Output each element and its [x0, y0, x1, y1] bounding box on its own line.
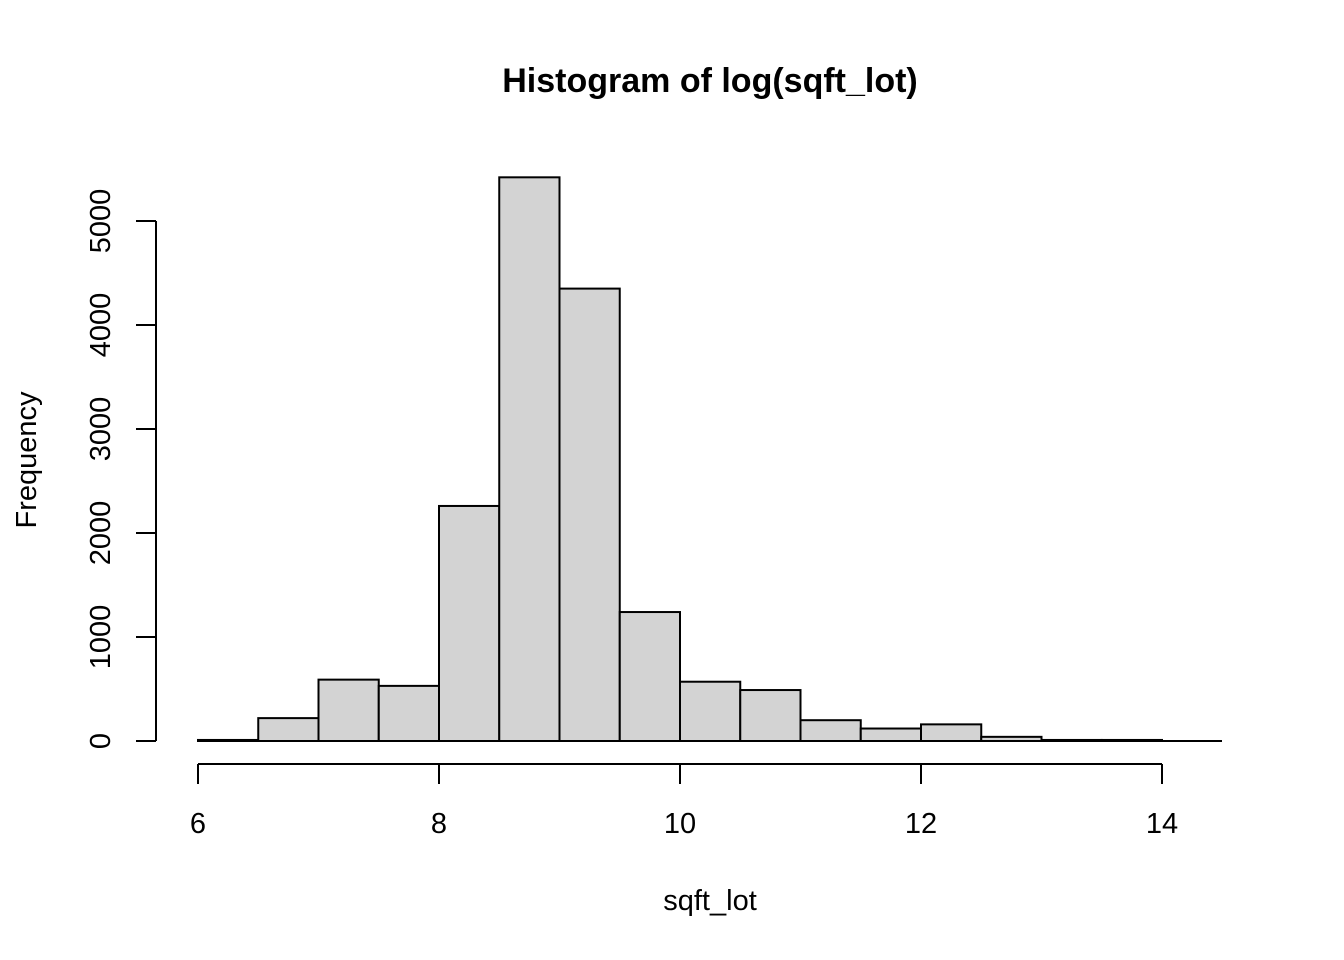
histogram-bar	[317, 678, 380, 743]
bars-group	[197, 176, 1163, 743]
y-tick-label: 5000	[85, 189, 117, 254]
histogram-bar	[859, 727, 922, 743]
y-axis-label: Frequency	[11, 391, 43, 529]
histogram-bar	[498, 176, 561, 742]
y-tick-label: 0	[85, 733, 117, 749]
y-tick-label: 1000	[85, 605, 117, 670]
x-tick-label: 10	[664, 808, 696, 840]
histogram-bar	[257, 717, 320, 742]
chart-title: Histogram of log(sqft_lot)	[502, 62, 918, 100]
x-tick-label: 14	[1146, 808, 1178, 840]
histogram-bar	[920, 723, 983, 742]
x-tick-label: 12	[905, 808, 937, 840]
x-tick-label: 6	[190, 808, 206, 840]
histogram-bar	[438, 504, 501, 742]
y-tick-label: 2000	[85, 501, 117, 566]
y-tick-label: 3000	[85, 397, 117, 462]
y-axis: 0 1000 2000 3000 4000 5000	[85, 189, 157, 749]
histogram-bar	[799, 719, 862, 743]
x-axis-label: sqft_lot	[663, 885, 757, 917]
histogram-bar	[558, 287, 621, 742]
histogram-bar	[739, 689, 802, 742]
x-tick-label: 8	[431, 808, 447, 840]
histogram-bar	[377, 684, 440, 743]
histogram-bar	[618, 611, 681, 742]
y-tick-label: 4000	[85, 293, 117, 358]
histogram-bar	[679, 680, 742, 742]
x-axis: 6 8 10 12 14	[190, 763, 1178, 840]
